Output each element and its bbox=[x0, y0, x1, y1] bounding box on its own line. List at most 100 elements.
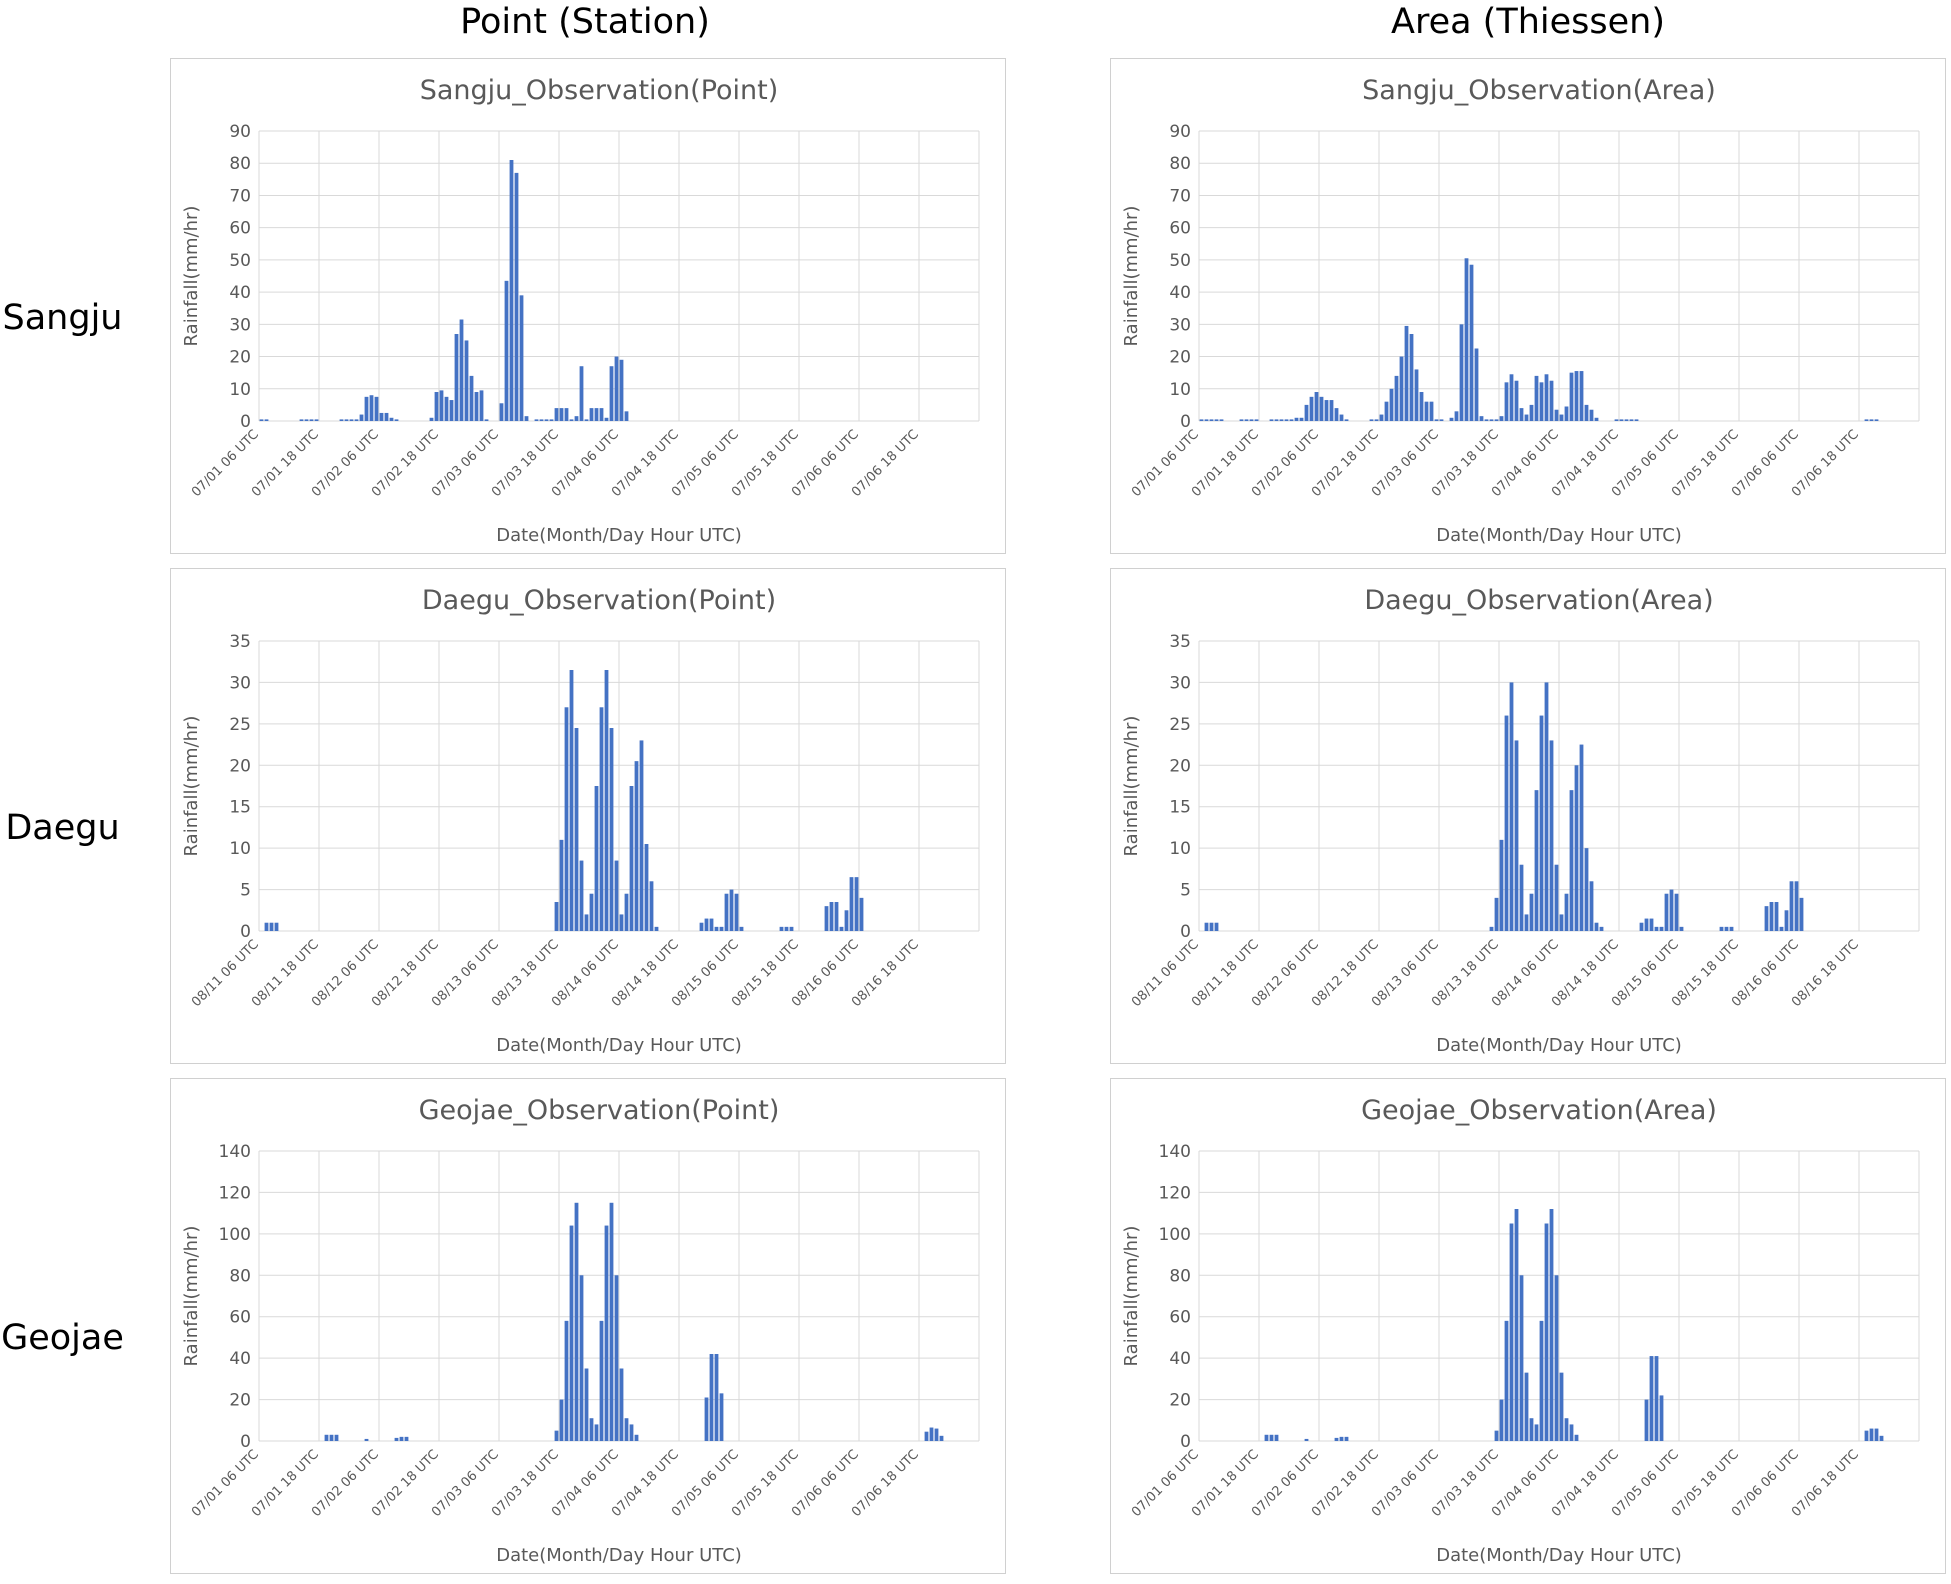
rainfall-bar bbox=[604, 670, 609, 931]
rainfall-bar bbox=[1544, 374, 1549, 421]
rainfall-bar bbox=[1474, 348, 1479, 421]
rainfall-bar bbox=[564, 707, 569, 931]
rainfall-bar bbox=[1789, 881, 1794, 931]
rainfall-bar bbox=[729, 889, 734, 931]
y-tick-label: 0 bbox=[240, 922, 251, 942]
y-tick-label: 40 bbox=[1169, 1349, 1191, 1369]
rainfall-bar bbox=[1564, 893, 1569, 931]
rainfall-bar bbox=[624, 1418, 629, 1441]
rainfall-bar bbox=[604, 1225, 609, 1441]
rainfall-bar bbox=[634, 761, 639, 931]
rainfall-bar bbox=[1294, 417, 1299, 421]
rainfall-bar bbox=[1479, 416, 1484, 421]
y-tick-label: 60 bbox=[229, 1308, 251, 1328]
rainfall-bar bbox=[1429, 401, 1434, 421]
rainfall-bar bbox=[1489, 419, 1494, 421]
y-tick-label: 10 bbox=[229, 839, 251, 859]
y-axis-label: Rainfall(mm/hr) bbox=[181, 1226, 202, 1367]
chart-daegu-point: Daegu_Observation(Point)0510152025303508… bbox=[181, 585, 980, 1056]
chart-geojae-point: Geojae_Observation(Point) 0 20 40 60 80 100 120… bbox=[181, 1095, 980, 1566]
rainfall-bar bbox=[834, 902, 839, 931]
rainfall-bar bbox=[1254, 419, 1259, 421]
rainfall-bar bbox=[1569, 372, 1574, 421]
rainfall-bar bbox=[374, 396, 379, 421]
rainfall-bar bbox=[1449, 417, 1454, 421]
rainfall-bar bbox=[459, 319, 464, 421]
rainfall-bar bbox=[619, 359, 624, 421]
rainfall-bar bbox=[634, 1434, 639, 1441]
rainfall-bar bbox=[429, 417, 434, 421]
rainfall-bar bbox=[1284, 419, 1289, 421]
rainfall-bar bbox=[349, 419, 354, 421]
y-tick-label: 40 bbox=[229, 1349, 251, 1369]
rainfall-bar bbox=[1239, 419, 1244, 421]
rainfall-bar bbox=[354, 419, 359, 421]
y-tick-label: 90 bbox=[229, 122, 251, 142]
y-tick-label: 10 bbox=[1169, 839, 1191, 859]
rainfall-bar bbox=[629, 786, 634, 931]
y-tick-label: 80 bbox=[229, 1266, 251, 1286]
y-tick-label: 140 bbox=[219, 1142, 251, 1162]
rainfall-bar bbox=[789, 926, 794, 931]
rainfall-bar bbox=[1344, 419, 1349, 421]
rainfall-bar bbox=[714, 1354, 719, 1441]
rainfall-bar bbox=[844, 910, 849, 931]
rainfall-bar bbox=[739, 926, 744, 931]
rainfall-bar bbox=[724, 893, 729, 931]
rainfall-bar bbox=[1519, 408, 1524, 421]
rainfall-bar bbox=[1574, 371, 1579, 421]
rainfall-bar bbox=[594, 1424, 599, 1441]
chart-daegu-area: Daegu_Observation(Area)0510152025303508/… bbox=[1121, 585, 1920, 1056]
rainfall-bar bbox=[1659, 926, 1664, 931]
rainfall-bar bbox=[1679, 926, 1684, 931]
rainfall-bar bbox=[539, 419, 544, 421]
rainfall-bar bbox=[1464, 258, 1469, 421]
rainfall-bar bbox=[1339, 414, 1344, 421]
y-tick-label: 20 bbox=[1169, 348, 1191, 368]
rainfall-bar bbox=[1494, 419, 1499, 421]
rainfall-bar bbox=[1559, 914, 1564, 931]
rainfall-bar bbox=[534, 419, 539, 421]
rainfall-bar bbox=[1334, 408, 1339, 421]
rainfall-bar bbox=[564, 1320, 569, 1441]
rainfall-bar bbox=[1524, 914, 1529, 931]
y-tick-label: 20 bbox=[229, 756, 251, 776]
column-header-point: Point (Station) bbox=[460, 2, 710, 42]
rainfall-bar bbox=[1499, 839, 1504, 931]
rainfall-bar bbox=[779, 926, 784, 931]
rainfall-bar bbox=[584, 419, 589, 421]
rainfall-bar bbox=[1299, 417, 1304, 421]
rainfall-bar bbox=[479, 390, 484, 421]
rainfall-bar bbox=[1544, 1223, 1549, 1441]
rainfall-bar bbox=[1674, 893, 1679, 931]
chart-title: Daegu_Observation(Point) bbox=[422, 585, 776, 616]
rainfall-bar bbox=[469, 375, 474, 421]
rainfall-bar bbox=[1549, 740, 1554, 931]
rainfall-bar bbox=[1719, 926, 1724, 931]
rainfall-bar bbox=[1584, 848, 1589, 931]
rainfall-bar bbox=[639, 740, 644, 931]
rainfall-bar bbox=[364, 396, 369, 421]
rainfall-bar bbox=[1494, 897, 1499, 931]
y-tick-label: 60 bbox=[229, 219, 251, 239]
rainfall-bar bbox=[1424, 401, 1429, 421]
rainfall-bar bbox=[599, 1320, 604, 1441]
rainfall-bar bbox=[934, 1428, 939, 1441]
y-tick-label: 120 bbox=[219, 1183, 251, 1203]
x-axis-label: Date(Month/Day Hour UTC) bbox=[1436, 1545, 1682, 1566]
rainfall-bar bbox=[614, 860, 619, 931]
y-tick-label: 0 bbox=[240, 1432, 251, 1452]
y-tick-label: 80 bbox=[1169, 154, 1191, 174]
rainfall-bar bbox=[1794, 881, 1799, 931]
y-axis-label: Rainfall(mm/hr) bbox=[1121, 1226, 1142, 1367]
y-tick-label: 0 bbox=[1180, 412, 1191, 432]
rainfall-bar bbox=[454, 334, 459, 421]
y-tick-label: 30 bbox=[1169, 673, 1191, 693]
rainfall-bar bbox=[1524, 414, 1529, 421]
y-tick-label: 100 bbox=[1159, 1225, 1191, 1245]
y-axis-label: Rainfall(mm/hr) bbox=[1121, 716, 1142, 857]
rainfall-bar bbox=[514, 172, 519, 421]
rainfall-bar bbox=[1279, 419, 1284, 421]
y-tick-label: 15 bbox=[229, 798, 251, 818]
rainfall-bar bbox=[524, 416, 529, 421]
